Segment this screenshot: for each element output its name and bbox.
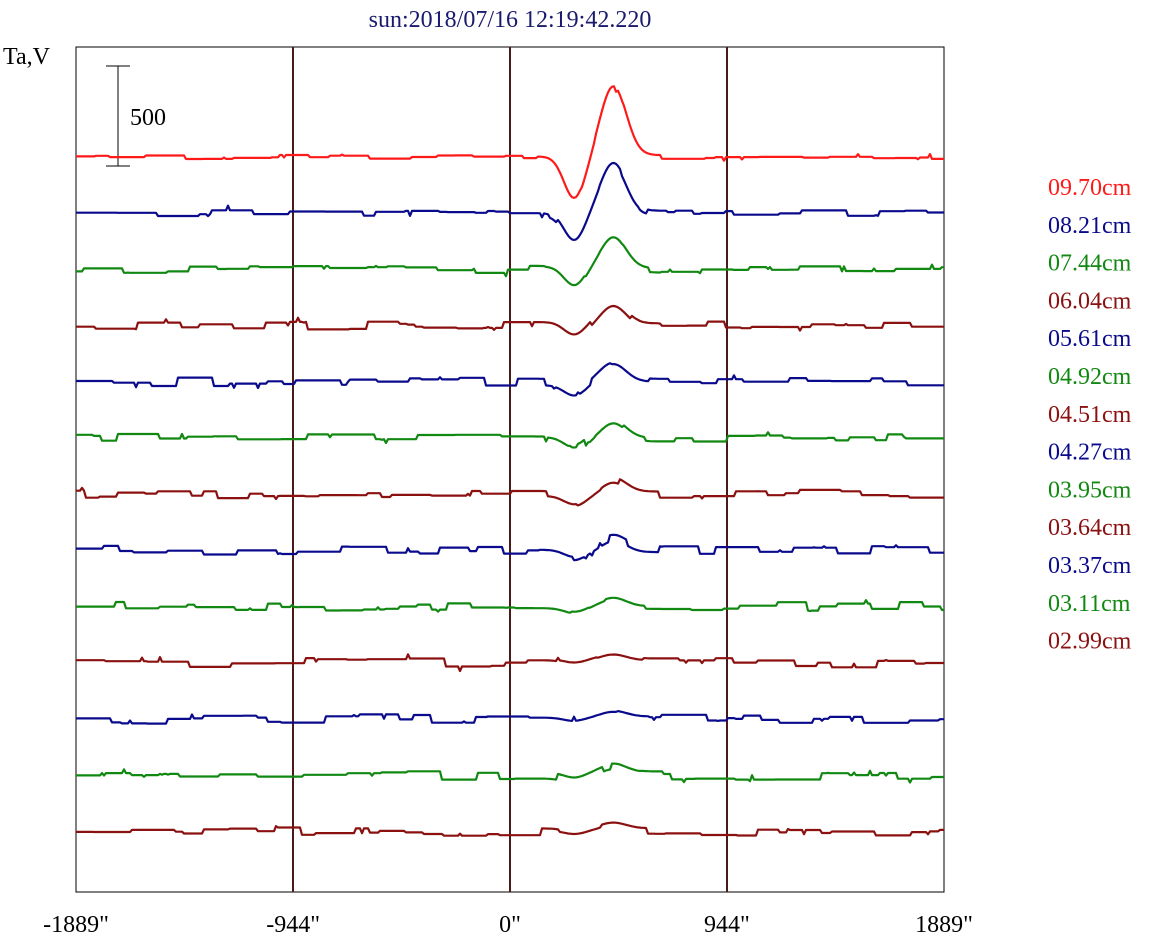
legend-entry: 03.37cm xyxy=(1048,553,1132,579)
x-axis-ticks: -1889" -944" 0" 944" 1889" xyxy=(43,912,973,938)
scale-bar-label: 500 xyxy=(130,105,166,131)
limb-lines xyxy=(292,47,728,892)
y-axis-label: Ta,V xyxy=(3,44,51,70)
trace-03.95cm xyxy=(76,596,944,614)
legend-entry: 02.99cm xyxy=(1048,629,1132,655)
x-tick-label: 0" xyxy=(499,912,521,938)
legend-entry: 03.11cm xyxy=(1048,591,1131,617)
plot-title: sun:2018/07/16 12:19:42.220 xyxy=(369,7,652,33)
trace-02.99cm xyxy=(76,821,944,837)
trace-06.04cm xyxy=(76,304,944,336)
trace-07.44cm xyxy=(76,236,944,287)
legend-entry: 03.95cm xyxy=(1048,477,1132,503)
trace-03.37cm xyxy=(76,710,944,725)
trace-09.70cm xyxy=(76,85,944,199)
scale-bar: 500 xyxy=(106,65,166,167)
legend-entry: 09.70cm xyxy=(1048,175,1132,201)
legend-entry: 04.92cm xyxy=(1048,364,1132,390)
trace-08.21cm xyxy=(76,161,944,242)
trace-03.11cm xyxy=(76,762,944,784)
x-tick-label: -1889" xyxy=(43,912,109,938)
trace-04.27cm xyxy=(76,533,944,562)
trace-04.92cm xyxy=(76,422,944,449)
legend: 09.70cm 08.21cm 07.44cm 06.04cm 05.61cm 04.92… xyxy=(1048,175,1132,655)
x-tick-label: 1889" xyxy=(915,912,973,938)
x-tick-label: -944" xyxy=(266,912,320,938)
legend-entry: 06.04cm xyxy=(1048,288,1132,314)
legend-entry: 04.51cm xyxy=(1048,402,1132,428)
x-tick-label: 944" xyxy=(704,912,750,938)
trace-03.64cm xyxy=(76,653,944,673)
scan-traces xyxy=(76,85,944,837)
legend-entry: 05.61cm xyxy=(1048,326,1132,352)
legend-entry: 08.21cm xyxy=(1048,213,1132,239)
legend-entry: 07.44cm xyxy=(1048,251,1132,277)
trace-04.51cm xyxy=(76,478,944,507)
legend-entry: 04.27cm xyxy=(1048,440,1132,466)
legend-entry: 03.64cm xyxy=(1048,515,1132,541)
trace-05.61cm xyxy=(76,362,944,397)
